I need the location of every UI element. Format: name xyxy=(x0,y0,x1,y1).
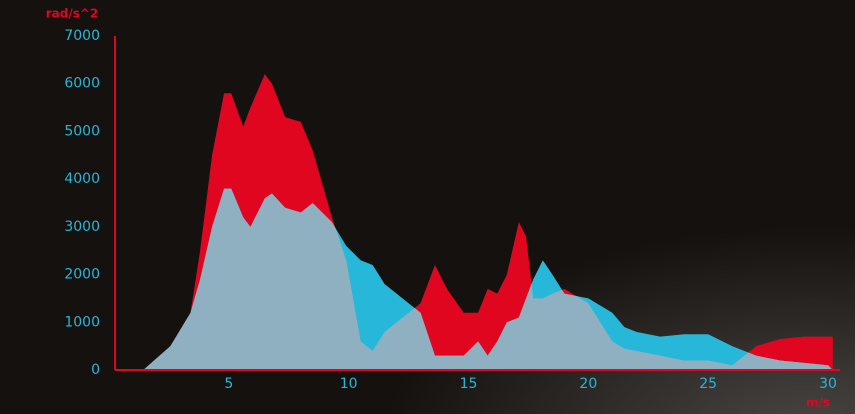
y-tick-label: 4000 xyxy=(64,171,100,187)
x-tick-label: 15 xyxy=(460,376,478,392)
x-tick-label: 20 xyxy=(579,376,597,392)
y-tick-label: 1000 xyxy=(64,314,100,330)
y-axis-label: rad/s^2 xyxy=(46,7,99,21)
y-tick-label: 7000 xyxy=(64,28,100,44)
y-tick-label: 2000 xyxy=(64,267,100,283)
y-tick-label: 5000 xyxy=(64,123,100,139)
x-tick-label: 25 xyxy=(699,376,717,392)
x-axis-label: m/s xyxy=(806,396,830,410)
x-tick-label: 10 xyxy=(340,376,358,392)
y-tick-label: 6000 xyxy=(64,76,100,92)
x-tick-label: 5 xyxy=(224,376,233,392)
x-tick-label: 30 xyxy=(819,376,837,392)
y-tick-label: 0 xyxy=(91,362,100,378)
y-tick-label: 3000 xyxy=(64,219,100,235)
overlap-area xyxy=(143,188,833,370)
